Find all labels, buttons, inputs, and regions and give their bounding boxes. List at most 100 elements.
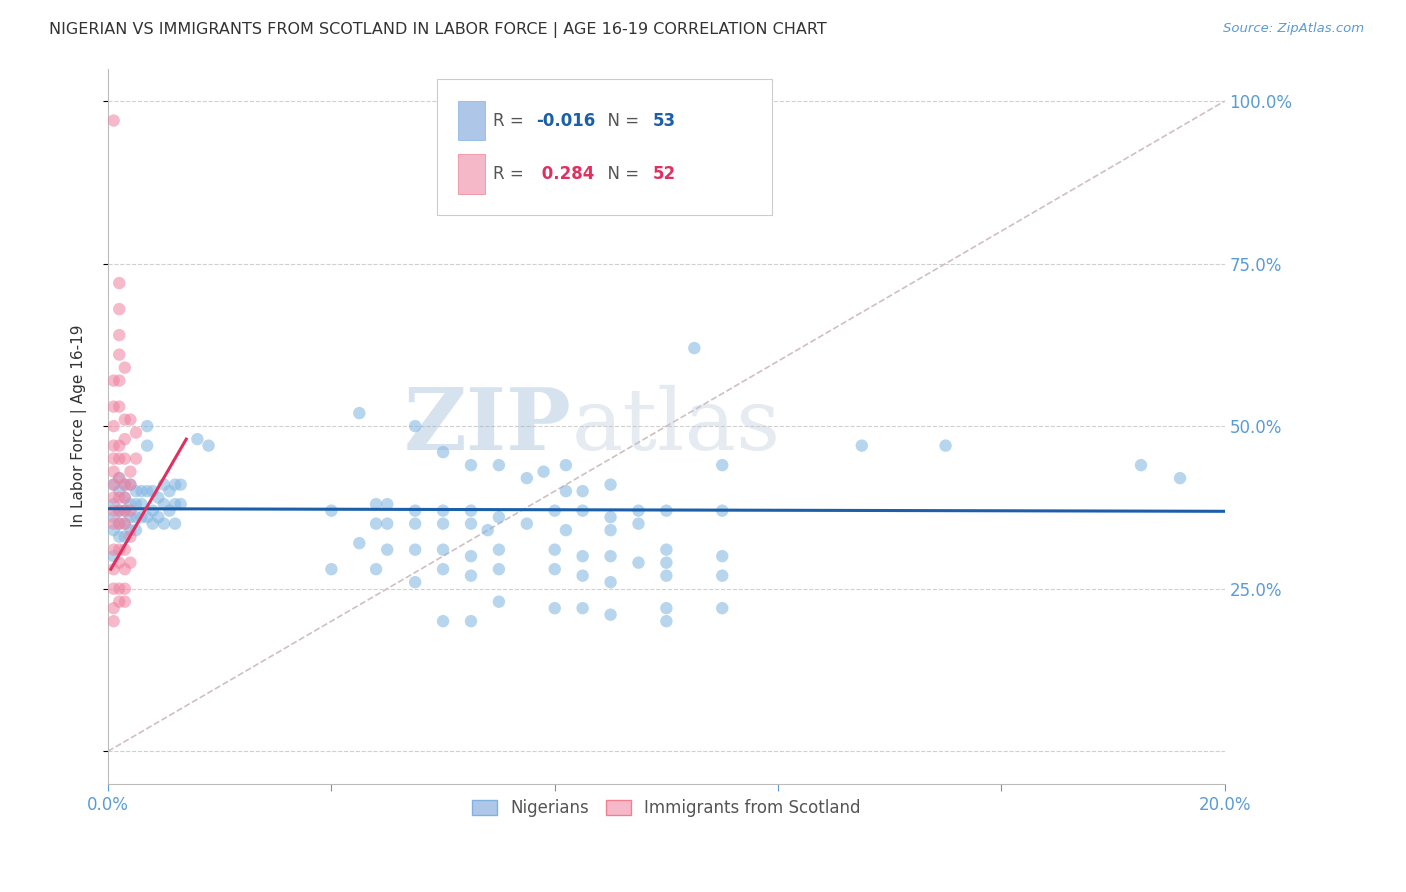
Point [165,497,187,511]
Point [544,601,567,615]
Point [159,484,181,499]
Point [711,503,734,517]
Point [544,542,567,557]
Point [432,614,454,628]
Text: 53: 53 [652,112,676,129]
Point [103,419,125,434]
Point [108,595,131,609]
Point [125,523,148,537]
Point [108,348,131,362]
Point [108,302,131,317]
Point [114,491,136,505]
Point [114,477,136,491]
Point [627,503,650,517]
Point [108,556,131,570]
Point [114,530,136,544]
Point [627,516,650,531]
Point [108,542,131,557]
Point [103,562,125,576]
Point [120,510,142,524]
Point [460,516,482,531]
Point [460,614,482,628]
Point [114,360,136,375]
Point [120,503,142,517]
Point [516,516,538,531]
Point [1168,471,1191,485]
Point [533,465,555,479]
Point [321,562,343,576]
Point [108,471,131,485]
Point [571,568,593,582]
Point [599,549,621,564]
Point [711,549,734,564]
Text: Source: ZipAtlas.com: Source: ZipAtlas.com [1223,22,1364,36]
Point [136,439,159,453]
Point [108,503,131,517]
Point [935,439,957,453]
Point [120,523,142,537]
Point [114,451,136,466]
Point [627,556,650,570]
Point [683,341,706,355]
Point [108,471,131,485]
Point [108,503,131,517]
Point [142,484,165,499]
Point [599,510,621,524]
Point [136,510,159,524]
Legend: Nigerians, Immigrants from Scotland: Nigerians, Immigrants from Scotland [464,791,869,825]
Point [114,516,136,531]
Point [655,542,678,557]
Point [165,477,187,491]
Point [488,510,510,524]
Point [432,503,454,517]
FancyBboxPatch shape [457,154,485,194]
Point [114,562,136,576]
Point [655,503,678,517]
Point [103,465,125,479]
Point [108,530,131,544]
Point [103,516,125,531]
Point [136,484,159,499]
Point [599,523,621,537]
Point [120,556,142,570]
Point [364,562,387,576]
Text: R =: R = [494,165,529,184]
Point [114,491,136,505]
Point [516,471,538,485]
Point [120,497,142,511]
Point [108,439,131,453]
Point [103,503,125,517]
Point [375,542,398,557]
Point [103,477,125,491]
Point [571,503,593,517]
Point [103,614,125,628]
Text: -0.016: -0.016 [536,112,595,129]
Point [460,458,482,472]
Point [108,374,131,388]
Point [544,503,567,517]
Text: NIGERIAN VS IMMIGRANTS FROM SCOTLAND IN LABOR FORCE | AGE 16-19 CORRELATION CHAR: NIGERIAN VS IMMIGRANTS FROM SCOTLAND IN … [49,22,827,38]
Point [159,503,181,517]
Point [103,582,125,596]
Point [364,497,387,511]
Point [103,510,125,524]
Point [125,451,148,466]
Point [136,419,159,434]
Text: ZIP: ZIP [404,384,571,468]
Point [404,503,426,517]
Point [404,542,426,557]
Point [655,614,678,628]
FancyBboxPatch shape [437,79,772,215]
Point [404,516,426,531]
Point [349,406,371,420]
Point [108,516,131,531]
Point [711,601,734,615]
Point [460,503,482,517]
Point [153,497,176,511]
Point [169,477,191,491]
Point [103,497,125,511]
Point [120,530,142,544]
Point [488,458,510,472]
Point [364,516,387,531]
Point [432,562,454,576]
